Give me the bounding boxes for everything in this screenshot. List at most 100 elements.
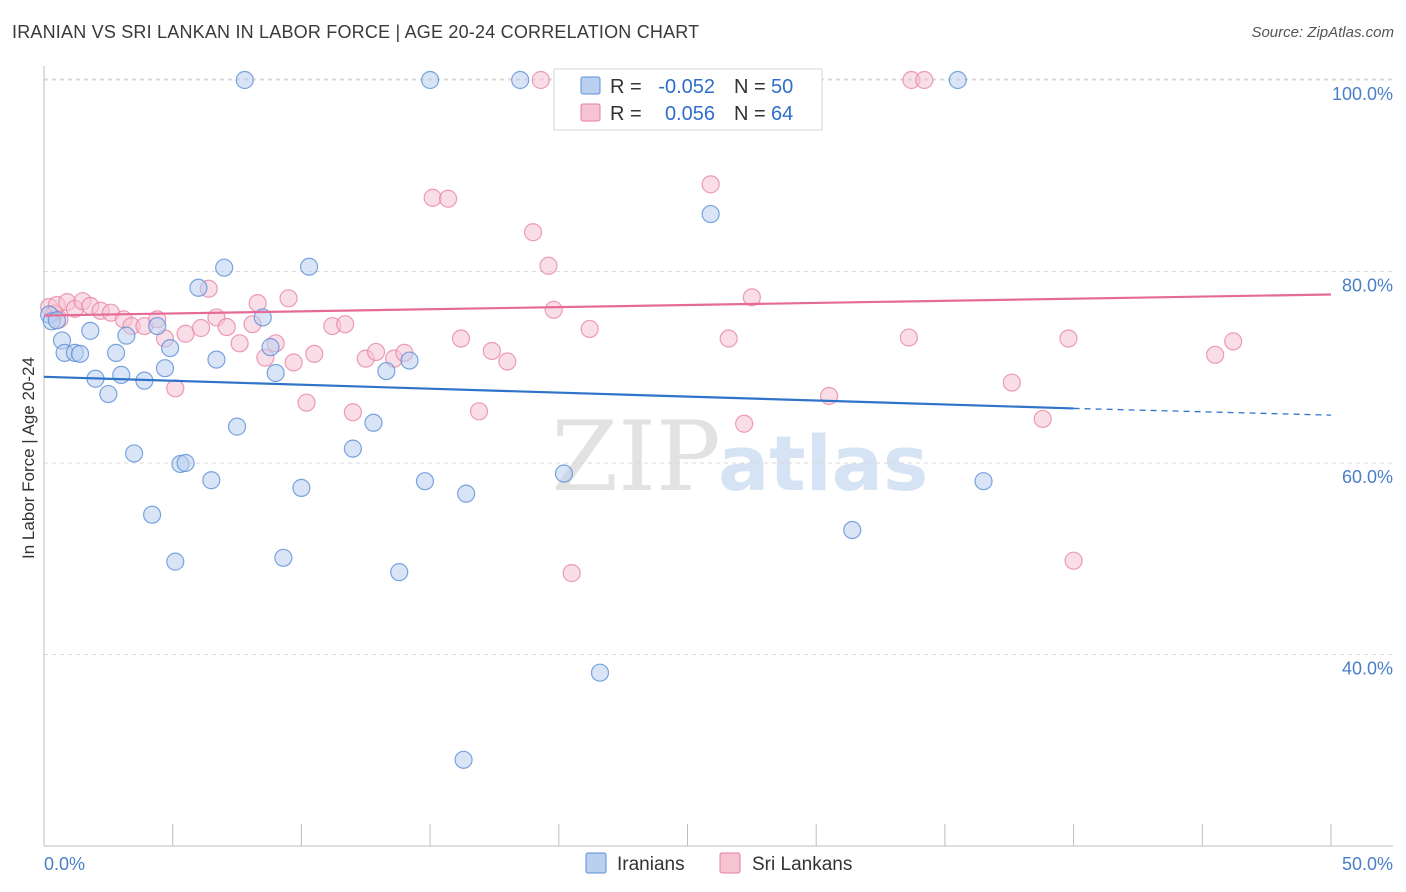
sri-lankans-point-40 — [469, 402, 489, 421]
sri-lankans-point-55 — [742, 288, 761, 307]
iranians-point-33 — [300, 257, 319, 276]
iranians-point-13 — [124, 444, 144, 463]
sri-lankans-point-52 — [701, 175, 720, 194]
sri-lankans-point-32 — [343, 403, 362, 422]
iranians-point-10 — [106, 343, 126, 362]
iranians-point-35 — [364, 413, 383, 432]
legend-r-value-1: -0.052 — [658, 76, 715, 98]
sri-lankans-point-63 — [1064, 551, 1083, 570]
iranians-point-31 — [274, 548, 293, 567]
iranians-point-32 — [292, 478, 311, 497]
sri-lankans-point-26 — [279, 289, 298, 308]
sri-lankans-point-53 — [719, 329, 738, 348]
iranians-point-37 — [390, 563, 409, 582]
iranians-point-39 — [415, 472, 435, 491]
iranians-point-11 — [112, 365, 131, 385]
iranians-point-25 — [215, 258, 234, 277]
axes — [43, 66, 1393, 847]
series-legend: Iranians Sri Lankans — [585, 852, 852, 875]
y-tick-label-80: 80.0% — [1342, 276, 1393, 296]
sri-lankans-point-44 — [531, 70, 550, 90]
iranians-point-22 — [189, 278, 208, 297]
iranians-swatch — [580, 76, 601, 95]
sri-lankans-point-59 — [915, 70, 934, 90]
sri-lankans-point-34 — [366, 342, 386, 362]
sri-lankans-point-17 — [191, 318, 211, 338]
sri-lankans-point-41 — [482, 341, 501, 361]
iranians-point-6 — [70, 344, 90, 363]
iranians-point-17 — [155, 359, 175, 378]
sri-lankans-point-38 — [439, 189, 458, 208]
iranians-point-45 — [590, 663, 610, 682]
sri-lankans-point-31 — [336, 315, 355, 334]
sri-lankans-point-61 — [1033, 409, 1052, 429]
legend-sri-lankans-swatch — [719, 852, 741, 874]
iranians-point-21 — [176, 453, 195, 473]
iranians-point-26 — [227, 417, 247, 436]
iranians-point-28 — [253, 308, 272, 327]
y-tick-labels: 40.0% 60.0% 80.0% 100.0% — [1332, 84, 1393, 679]
legend-iranians-label: Iranians — [617, 854, 685, 875]
x-tick-label-max: 50.0% — [1342, 854, 1393, 874]
iranians-point-24 — [207, 350, 226, 369]
sri-lankans-point-57 — [899, 328, 918, 347]
y-tick-label-40: 40.0% — [1342, 659, 1393, 679]
sri-lankans-point-54 — [735, 414, 754, 433]
legend-n-value-1: 50 — [771, 76, 793, 98]
sri-lankans-point-42 — [498, 352, 517, 371]
legend-sri-lankans-label: Sri Lankans — [752, 854, 852, 875]
iranians-point-46 — [701, 204, 720, 224]
y-tick-label-100: 100.0% — [1332, 84, 1393, 104]
sri-lankans-point-29 — [305, 344, 324, 363]
sri-lankans-swatch — [580, 103, 601, 122]
sri-lankans-point-47 — [562, 564, 581, 583]
sri-lankans-trend-line — [43, 293, 1332, 317]
iranians-point-29 — [261, 338, 280, 357]
iranians-point-27 — [235, 70, 254, 90]
iranians-point-42 — [457, 484, 476, 503]
iranians-point-38 — [400, 351, 419, 370]
iranians-point-15 — [143, 505, 162, 524]
legend-iranians-swatch — [585, 852, 607, 874]
sri-lankans-point-21 — [230, 334, 249, 353]
legend-r-label-2: R = — [610, 103, 642, 125]
sri-lankans-point-28 — [297, 393, 316, 412]
sri-lankans-point-65 — [1224, 332, 1243, 351]
iranians-point-18 — [161, 339, 180, 358]
y-axis-title: In Labor Force | Age 20-24 — [19, 357, 38, 559]
sri-lankans-point-39 — [451, 329, 471, 348]
iranians-point-40 — [421, 70, 440, 90]
iranians-point-16 — [148, 316, 167, 336]
y-tick-label-60: 60.0% — [1342, 467, 1393, 487]
sri-lankans-point-27 — [284, 353, 303, 372]
source-credit: Source: ZipAtlas.com — [1251, 24, 1394, 41]
iranians-point-30 — [266, 363, 285, 383]
iranians-point-9 — [99, 384, 118, 404]
iranians-point-49 — [974, 472, 993, 491]
trend-lines — [43, 293, 1332, 416]
sri-lankans-point-64 — [1206, 345, 1225, 364]
legend-n-value-2: 64 — [771, 103, 793, 125]
sri-lankans-point-60 — [1002, 373, 1021, 392]
iranians-point-43 — [511, 70, 530, 90]
legend-n-label-2: N = — [734, 103, 766, 125]
iranians-point-19 — [166, 552, 185, 571]
chart-title: IRANIAN VS SRI LANKAN IN LABOR FORCE | A… — [12, 22, 700, 42]
iranians-point-36 — [377, 361, 396, 381]
stats-legend: R = -0.052 N = 50 R = 0.056 N = 64 — [553, 68, 823, 131]
iranians-point-12 — [117, 326, 136, 345]
iranians-point-23 — [202, 471, 221, 490]
sri-lankans-point-43 — [523, 223, 543, 242]
watermark-zip: ZIP — [551, 401, 720, 513]
sri-lankans-point-15 — [166, 379, 185, 398]
legend-n-label-1: N = — [734, 76, 766, 98]
sri-lankans-point-46 — [544, 300, 563, 319]
iranians-point-44 — [554, 464, 574, 483]
iranians-trend-line — [43, 375, 1074, 410]
sri-lankans-point-37 — [423, 188, 442, 207]
iranians-point-7 — [81, 321, 100, 340]
legend-r-value-2: 0.056 — [665, 103, 715, 125]
sri-lankans-point-20 — [217, 317, 236, 337]
sri-lankans-point-45 — [539, 256, 558, 275]
